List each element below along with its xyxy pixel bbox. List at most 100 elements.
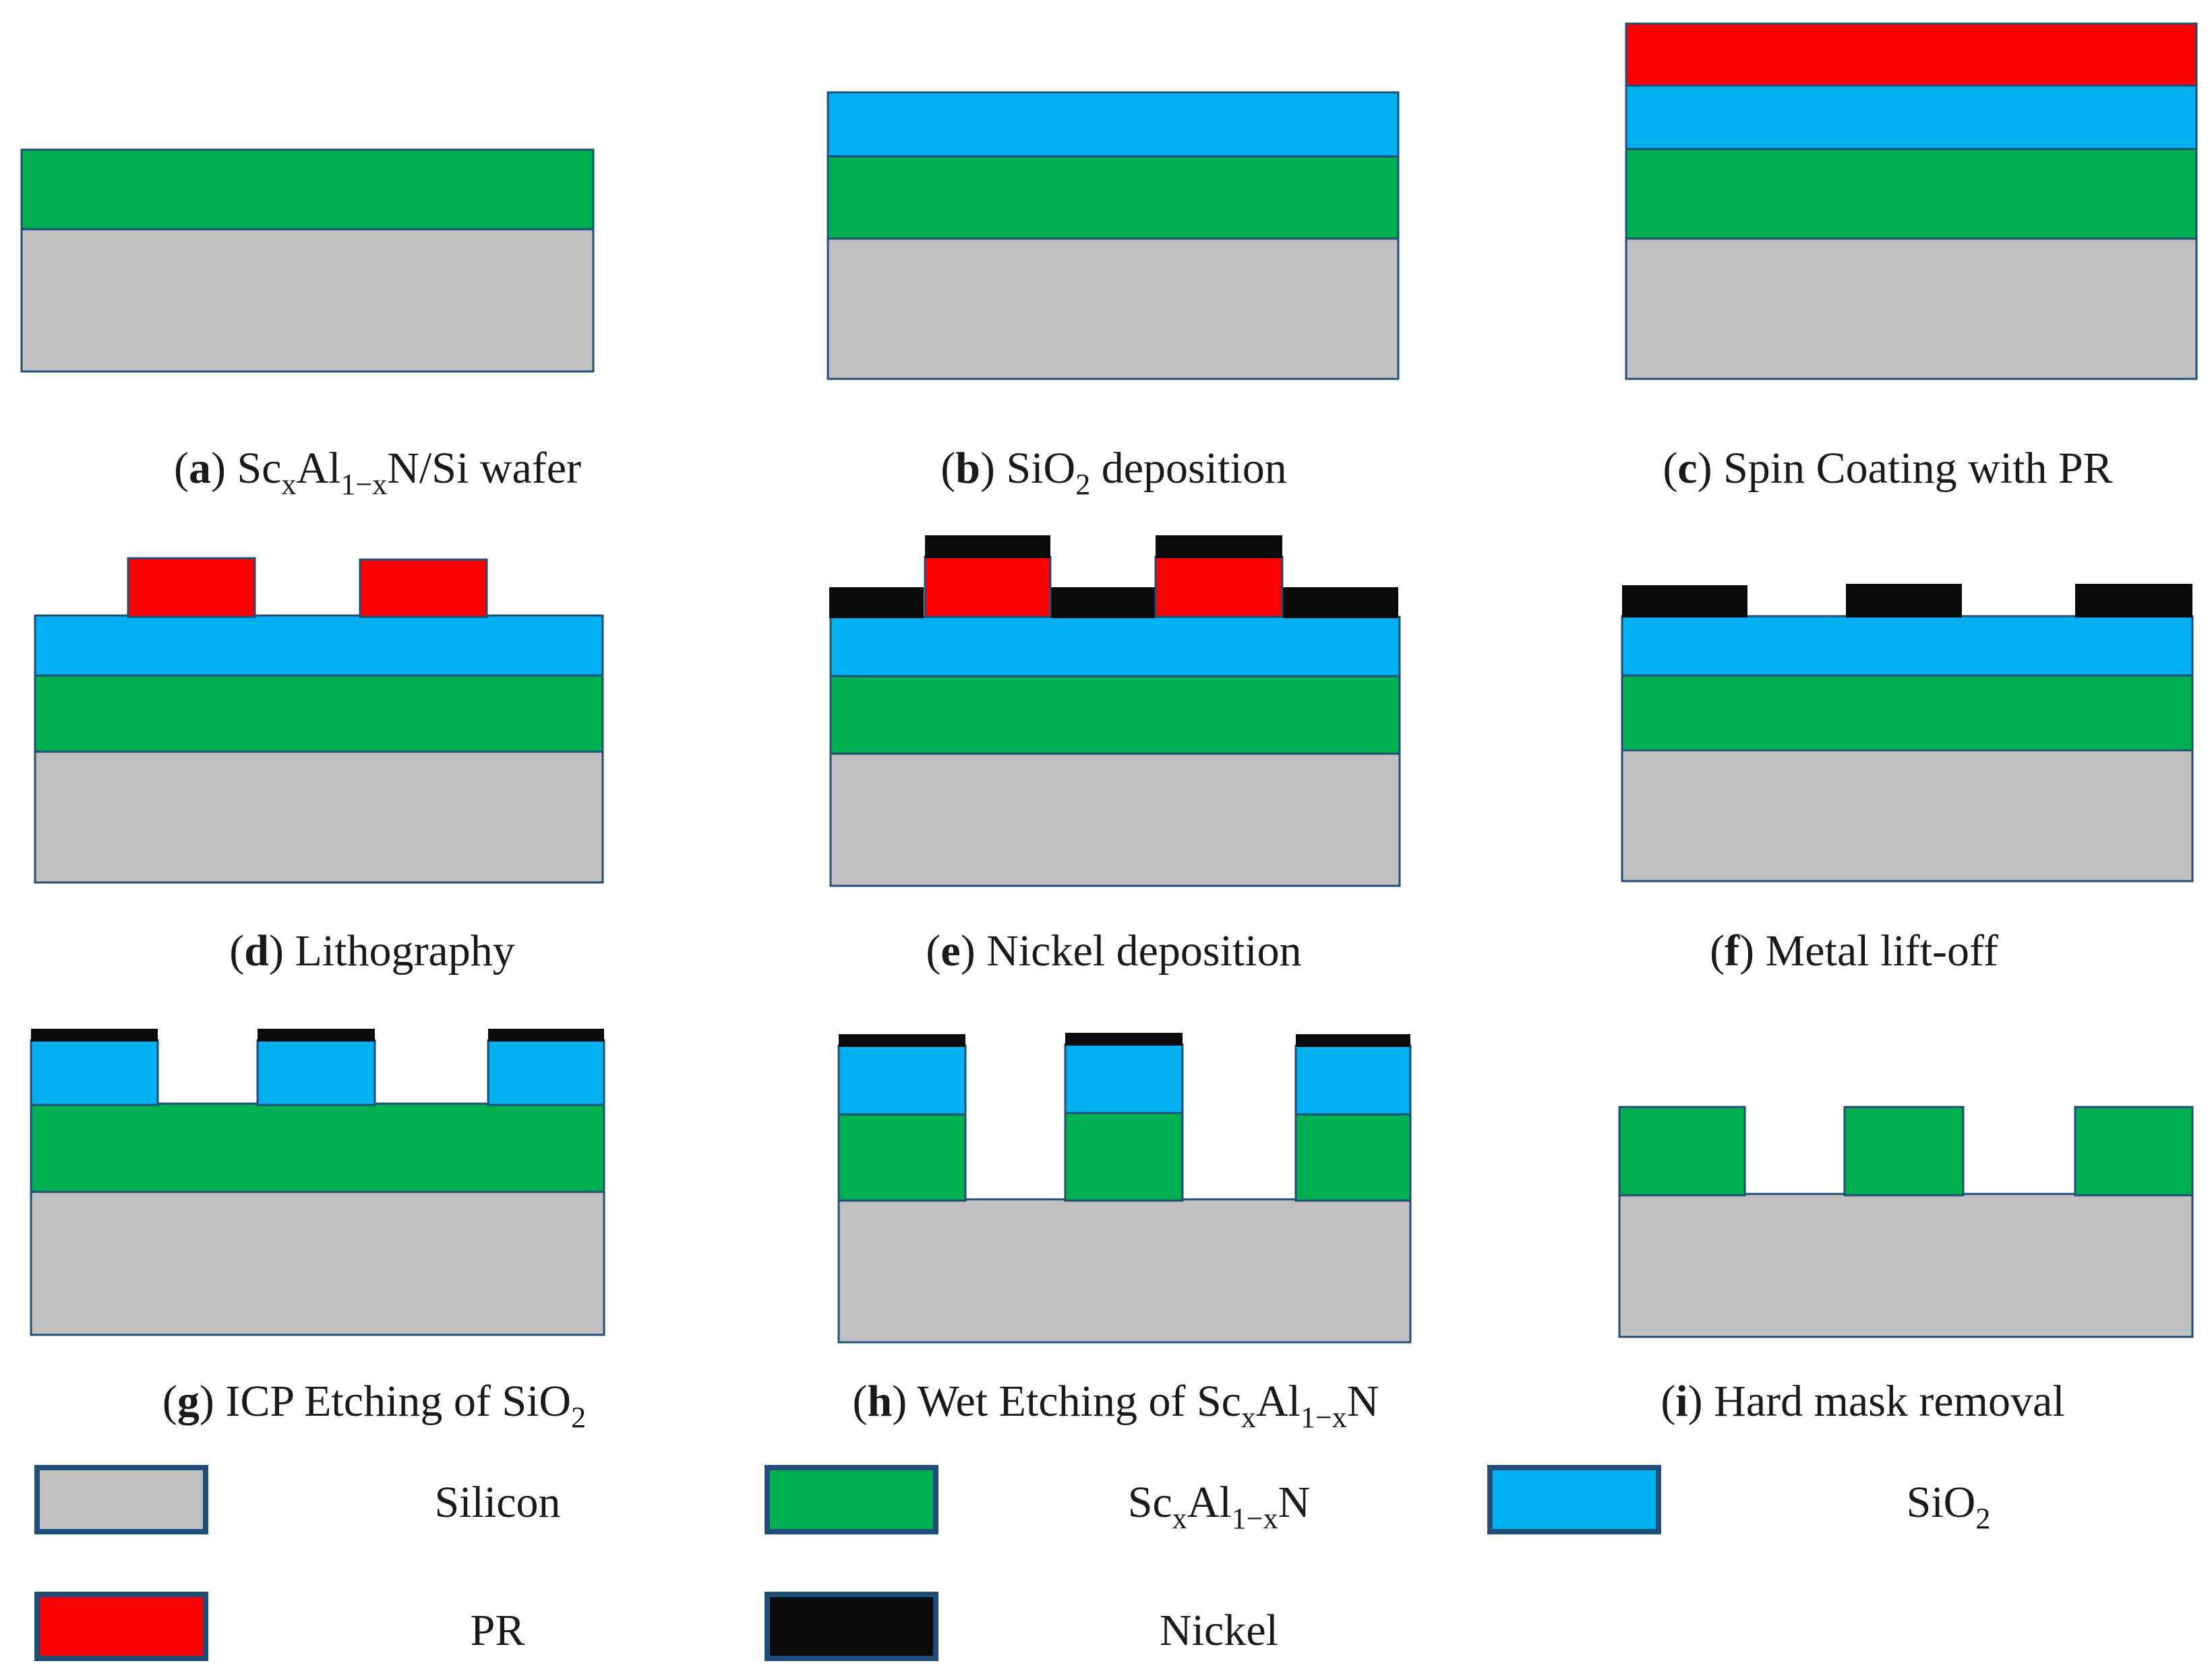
caption-letter: g	[177, 1377, 200, 1426]
subscript: 2	[1975, 1502, 1990, 1535]
legend-label-nickel: Nickel	[1160, 1606, 1278, 1655]
layer-nickel	[839, 1034, 965, 1047]
layer-pr	[1154, 556, 1284, 618]
panel-i-hard-mask-removal	[1618, 1106, 2194, 1338]
layer-sio2	[829, 616, 1401, 678]
layer-scaln	[1064, 1110, 1184, 1202]
caption-paren-close: )	[980, 444, 1006, 493]
legend-swatch-nickel	[765, 1592, 938, 1661]
layer-scaln	[1621, 673, 2194, 752]
layer-scaln	[1625, 146, 2198, 240]
caption-run: Spin Coating with PR	[1723, 444, 2113, 493]
layer-sio2	[1621, 615, 2194, 677]
panel-h-wet-etching	[837, 1033, 1412, 1344]
layer-scaln	[837, 1112, 967, 1202]
caption-letter: a	[189, 444, 211, 493]
legend-item-nickel: Nickel	[765, 1592, 1278, 1661]
layer-nickel	[2075, 584, 2192, 618]
layer-sio2	[837, 1044, 967, 1116]
caption-paren-open: (	[174, 444, 189, 493]
layer-nickel	[1065, 1033, 1183, 1046]
layer-scaln	[20, 148, 595, 231]
layer-sio2	[1294, 1044, 1412, 1116]
process-panels	[20, 22, 2198, 1344]
caption-run: Nickel deposition	[986, 926, 1301, 976]
panel-g-icp-etching	[30, 1029, 605, 1336]
layer-pr	[127, 557, 256, 618]
caption-paren-open: (	[940, 444, 955, 493]
caption-paren-close: )	[1739, 926, 1765, 976]
caption-h: (h) Wet Etching of ScxAl1−xN	[853, 1377, 1379, 1434]
caption-run: Nickel	[1160, 1606, 1278, 1655]
layer-nickel	[1050, 587, 1156, 618]
layer-scaln	[827, 154, 1400, 240]
layer-sio2	[1625, 83, 2198, 150]
layer-silicon	[1621, 748, 2194, 882]
layer-sio2	[487, 1039, 605, 1106]
subscript: x	[1172, 1502, 1187, 1535]
caption-run: ICP Etching of SiO	[225, 1377, 571, 1426]
subscript: 1−x	[1232, 1502, 1278, 1535]
caption-run: Al	[296, 444, 340, 493]
layer-sio2	[256, 1039, 376, 1106]
panel-e-nickel-deposition	[829, 535, 1401, 887]
legend-label-sio2: SiO2	[1907, 1478, 1991, 1535]
legend-item-scaln: ScxAl1−xN	[765, 1465, 1311, 1535]
step-captions: (a) ScxAl1−xN/Si wafer (b) SiO2 depositio…	[162, 444, 2113, 1434]
caption-paren-open: (	[1661, 1377, 1675, 1426]
legend-label-scaln: ScxAl1−xN	[1128, 1478, 1311, 1535]
layer-nickel	[1846, 584, 1962, 618]
layer-scaln	[1618, 1106, 1746, 1197]
legend-label-silicon: Silicon	[434, 1478, 560, 1527]
legend-item-sio2: SiO2	[1487, 1465, 1991, 1535]
caption-paren-close: )	[892, 1377, 917, 1426]
caption-run: Silicon	[434, 1478, 560, 1527]
layer-scaln	[1294, 1112, 1412, 1202]
layer-nickel	[1296, 1034, 1410, 1047]
caption-run: Hard mask removal	[1714, 1377, 2065, 1426]
caption-run: Al	[1187, 1478, 1232, 1527]
caption-run: deposition	[1090, 444, 1287, 493]
caption-run: Wet Etching of Sc	[918, 1377, 1241, 1426]
layer-scaln	[30, 1102, 605, 1193]
layer-pr	[924, 556, 1052, 618]
caption-paren-close: )	[961, 926, 986, 976]
panel-b-sio2-deposition	[827, 91, 1400, 380]
legend-swatch-scaln	[765, 1465, 938, 1534]
layer-sio2	[827, 91, 1400, 158]
subscript: 1−x	[340, 468, 387, 501]
layer-nickel	[1282, 587, 1398, 618]
layer-scaln	[1843, 1106, 1965, 1197]
caption-run: SiO	[1006, 444, 1075, 493]
legend-item-silicon: Silicon	[34, 1465, 561, 1534]
layer-pr	[359, 558, 488, 618]
caption-paren-open: (	[926, 926, 940, 976]
caption-letter: c	[1677, 444, 1697, 493]
subscript: 1−x	[1301, 1401, 1347, 1434]
layer-sio2	[1064, 1043, 1184, 1114]
layer-silicon	[1625, 236, 2198, 380]
panel-d-lithography	[34, 557, 604, 884]
caption-paren-close: )	[200, 1377, 225, 1426]
subscript: 2	[1075, 468, 1090, 501]
legend-swatch-silicon	[34, 1465, 208, 1534]
caption-letter: i	[1675, 1377, 1687, 1426]
caption-run: N/Si wafer	[387, 444, 581, 493]
caption-paren-open: (	[1710, 926, 1725, 976]
caption-run: N	[1347, 1377, 1379, 1426]
caption-i: (i) Hard mask removal	[1661, 1377, 2064, 1426]
caption-run: Sc	[1128, 1478, 1172, 1527]
legend-item-pr: PR	[34, 1592, 525, 1661]
caption-letter: h	[868, 1377, 893, 1426]
layer-sio2	[30, 1039, 159, 1106]
caption-paren-close: )	[1698, 444, 1723, 493]
caption-paren-open: (	[853, 1377, 868, 1426]
layer-nickel	[258, 1029, 375, 1042]
caption-f: (f) Metal lift-off	[1710, 926, 1998, 976]
layer-sio2	[34, 614, 604, 677]
panel-c-spin-coating	[1625, 22, 2198, 380]
subscript: x	[281, 468, 296, 501]
caption-paren-open: (	[1663, 444, 1677, 493]
caption-run: Metal lift-off	[1766, 926, 1998, 976]
